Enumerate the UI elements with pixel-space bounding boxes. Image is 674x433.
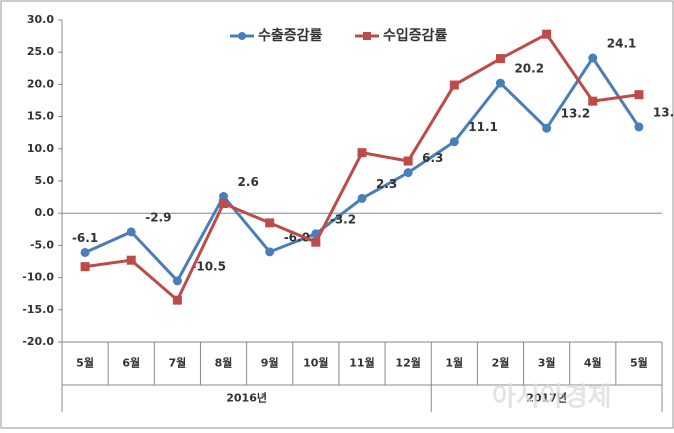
marker (126, 255, 136, 265)
x-tick-label: 6월 (122, 356, 140, 370)
legend-marker (363, 32, 371, 40)
x-tick-label: 9월 (261, 356, 279, 370)
marker (588, 96, 598, 106)
marker (449, 137, 459, 147)
marker (80, 262, 90, 272)
marker (219, 199, 229, 209)
marker (219, 191, 229, 201)
data-label: 2.6 (238, 175, 259, 189)
legend-label: 수입증감률 (383, 27, 448, 44)
data-label: 13.2 (561, 107, 591, 121)
marker (265, 247, 275, 257)
x-tick-label: 10월 (303, 356, 328, 370)
data-label: -10.5 (191, 259, 226, 273)
marker (542, 123, 552, 133)
x-tick-label: 11월 (349, 356, 374, 370)
marker (172, 276, 182, 286)
x-tick-label: 8월 (215, 356, 233, 370)
marker (126, 227, 136, 237)
y-tick-label: -20.0 (22, 335, 54, 348)
watermark: 아시아경제 (492, 383, 612, 413)
group-label: 2017년 (526, 391, 567, 405)
x-tick-label: 7월 (168, 356, 186, 370)
marker (449, 80, 459, 90)
y-tick-label: 0.0 (35, 206, 55, 219)
marker (542, 29, 552, 39)
y-tick-label: -5.0 (30, 238, 54, 251)
x-tick-label: 4월 (584, 356, 602, 370)
data-label: -6.0 (284, 230, 310, 244)
data-label: 2.3 (376, 177, 397, 191)
marker (495, 54, 505, 64)
group-label: 2016년 (226, 391, 267, 405)
data-label: 11.1 (468, 120, 498, 134)
x-tick-label: 2월 (492, 356, 510, 370)
data-label: 13.4 (653, 105, 674, 119)
y-tick-label: 15.0 (27, 110, 54, 123)
y-tick-label: -15.0 (22, 303, 54, 316)
data-label: -6.1 (72, 231, 98, 245)
x-tick-label: 3월 (538, 356, 556, 370)
x-tick-label: 12월 (395, 356, 420, 370)
y-tick-label: 20.0 (27, 77, 54, 90)
legend-label: 수출증감률 (258, 27, 323, 44)
data-label: -3.2 (330, 212, 356, 226)
y-tick-label: 10.0 (27, 142, 54, 155)
marker (588, 53, 598, 63)
data-label: 24.1 (607, 36, 637, 50)
marker (634, 122, 644, 132)
marker (80, 247, 90, 257)
x-tick-label: 5월 (630, 356, 648, 370)
marker (265, 218, 275, 228)
x-tick-label: 1월 (445, 356, 463, 370)
marker (403, 156, 413, 166)
marker (495, 78, 505, 88)
marker (634, 90, 644, 100)
y-tick-label: 25.0 (27, 45, 54, 58)
x-tick-label: 5월 (76, 356, 94, 370)
y-tick-label: 5.0 (35, 174, 55, 187)
data-label: 6.3 (422, 151, 443, 165)
marker (403, 168, 413, 178)
data-label: -2.9 (145, 210, 171, 224)
y-tick-label: 30.0 (27, 13, 54, 26)
data-label: 20.2 (514, 62, 544, 76)
legend-marker (238, 32, 246, 40)
y-tick-label: -10.0 (22, 271, 54, 284)
marker (357, 193, 367, 203)
marker (311, 237, 321, 247)
marker (357, 148, 367, 158)
marker (172, 295, 182, 305)
